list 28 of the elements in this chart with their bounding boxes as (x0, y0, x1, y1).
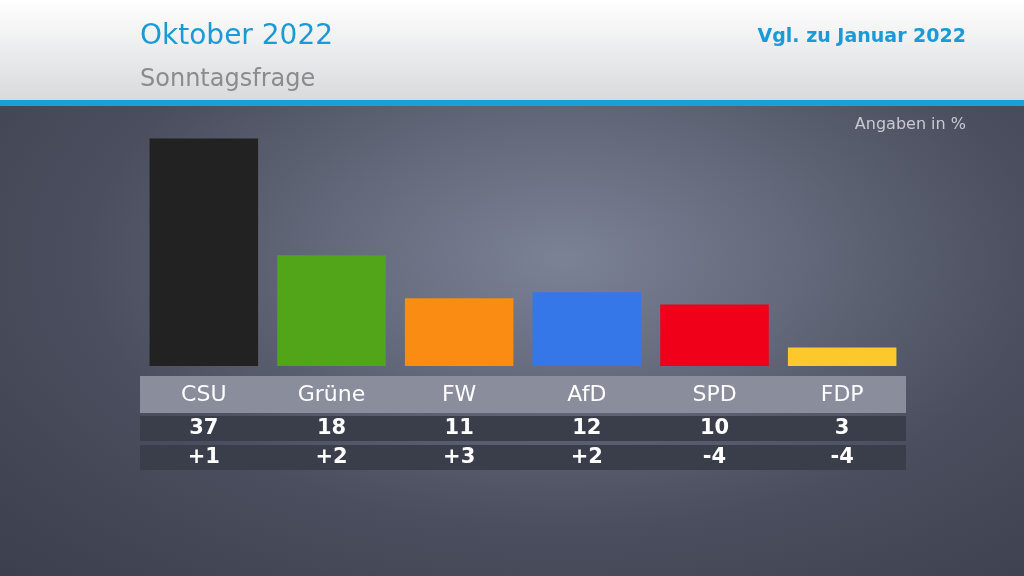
text: -4 (830, 444, 854, 469)
text: +2 (570, 444, 603, 469)
bar (277, 255, 386, 366)
data-label: 37 (189, 415, 219, 440)
x-tick-label: SPD (692, 380, 737, 406)
text: -4 (702, 444, 727, 469)
text: Angaben in % (854, 114, 966, 133)
data-label: 10 (699, 415, 730, 440)
data-label: 12 (572, 415, 602, 440)
chart-title: Oktober 2022 (140, 18, 334, 51)
x-tick-label: FW (441, 380, 477, 406)
bar (787, 347, 897, 366)
text: +3 (443, 444, 476, 469)
text: +2 (315, 444, 348, 469)
x-tick-label: FDP (820, 380, 864, 406)
x-tick-label: AfD (567, 380, 607, 406)
text: +1 (187, 444, 220, 469)
data-label: 18 (316, 415, 347, 440)
bar (532, 292, 642, 366)
x-tick-label: CSU (181, 380, 227, 406)
bar (660, 304, 769, 366)
data-label: 11 (444, 415, 474, 440)
data-label: 3 (834, 415, 850, 440)
text: Vgl. zu Januar 2022 (757, 24, 966, 46)
chart-subtitle: Sonntagsfrage (140, 64, 316, 92)
bar (149, 138, 259, 366)
x-tick-label: Grüne (297, 380, 366, 406)
bar (404, 298, 514, 366)
